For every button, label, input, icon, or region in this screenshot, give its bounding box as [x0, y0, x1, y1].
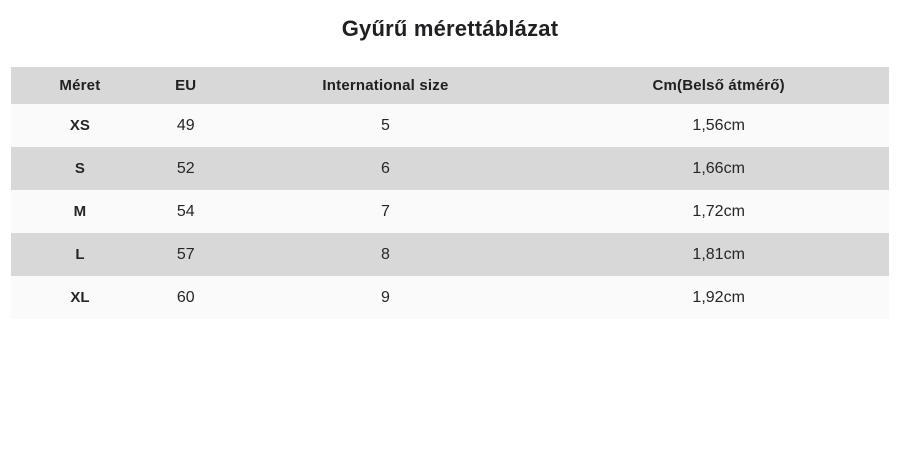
cell-international-size: 9 [381, 288, 390, 306]
cell-cm: 1,92cm [692, 288, 745, 306]
ring-size-table: Méret EU International size Cm(Belső átm… [11, 67, 889, 319]
page-title: Gyűrű mérettáblázat [341, 16, 559, 41]
cell-international-size: 7 [381, 202, 390, 220]
cell-eu: 60 [176, 288, 195, 306]
table-row: S 52 6 1,66cm [11, 147, 889, 190]
cell-cm: 1,66cm [692, 159, 745, 177]
cell-eu: 49 [176, 116, 195, 134]
cell-international-size: 5 [381, 116, 390, 134]
cell-cm: 1,81cm [692, 245, 745, 263]
table-row: XL 60 9 1,92cm [11, 276, 889, 319]
cell-eu: 54 [176, 202, 195, 220]
cell-meret: L [75, 246, 85, 263]
table-row: M 54 7 1,72cm [11, 190, 889, 233]
cell-cm: 1,56cm [692, 116, 745, 134]
cell-eu: 52 [176, 159, 195, 177]
cell-eu: 57 [176, 245, 195, 263]
cell-meret: M [73, 203, 87, 220]
cell-meret: XS [69, 117, 90, 134]
cell-meret: S [74, 160, 85, 177]
cell-international-size: 6 [381, 159, 390, 177]
col-header-meret: Méret [59, 77, 101, 94]
col-header-international-size: International size [322, 77, 449, 94]
cell-international-size: 8 [381, 245, 390, 263]
table-header-row: Méret EU International size Cm(Belső átm… [11, 67, 889, 104]
cell-cm: 1,72cm [692, 202, 745, 220]
table-row: L 57 8 1,81cm [11, 233, 889, 276]
cell-meret: XL [70, 289, 90, 306]
table-row: XS 49 5 1,56cm [11, 104, 889, 147]
col-header-cm-belso-atmero: Cm(Belső átmérő) [652, 77, 785, 94]
col-header-eu: EU [175, 77, 197, 94]
